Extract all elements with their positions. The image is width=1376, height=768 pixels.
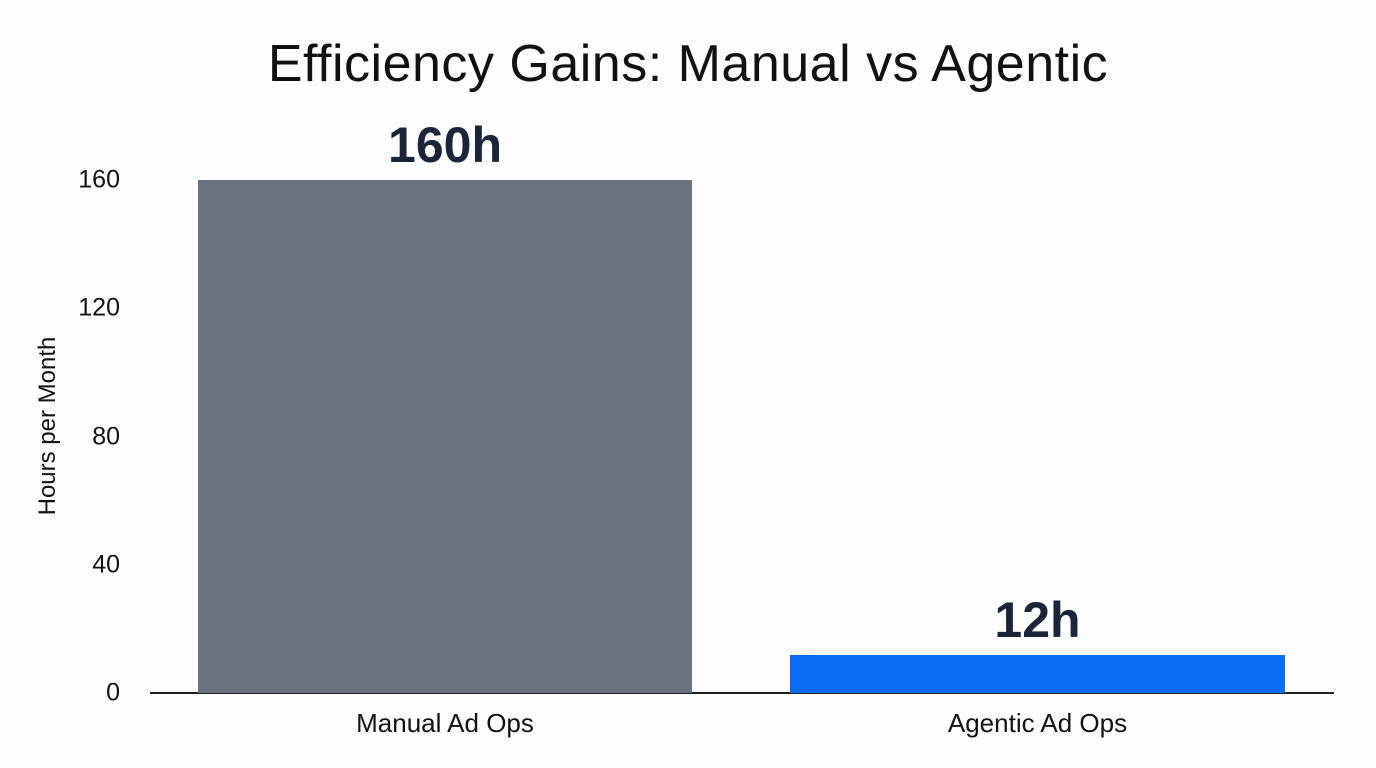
bar-value-label: 160h [388,117,502,173]
y-tick-label: 0 [106,678,120,707]
bar-manual-ad-ops [198,180,692,693]
y-tick-label: 80 [92,422,120,450]
x-category-label: Manual Ad Ops [356,708,534,738]
x-category-label: Agentic Ad Ops [947,708,1128,738]
x-axis-line [150,692,1334,694]
bar-value-label: 12h [994,591,1081,648]
y-tick-label: 120 [78,293,120,322]
y-axis-label: Hours per Month [34,336,61,516]
y-tick-label: 160 [78,165,120,194]
bar-agentic-ad-ops [790,654,1285,693]
y-tick-label: 40 [92,550,120,579]
chart-title: Efficiency Gains: Manual vs Agentic [267,35,1109,93]
